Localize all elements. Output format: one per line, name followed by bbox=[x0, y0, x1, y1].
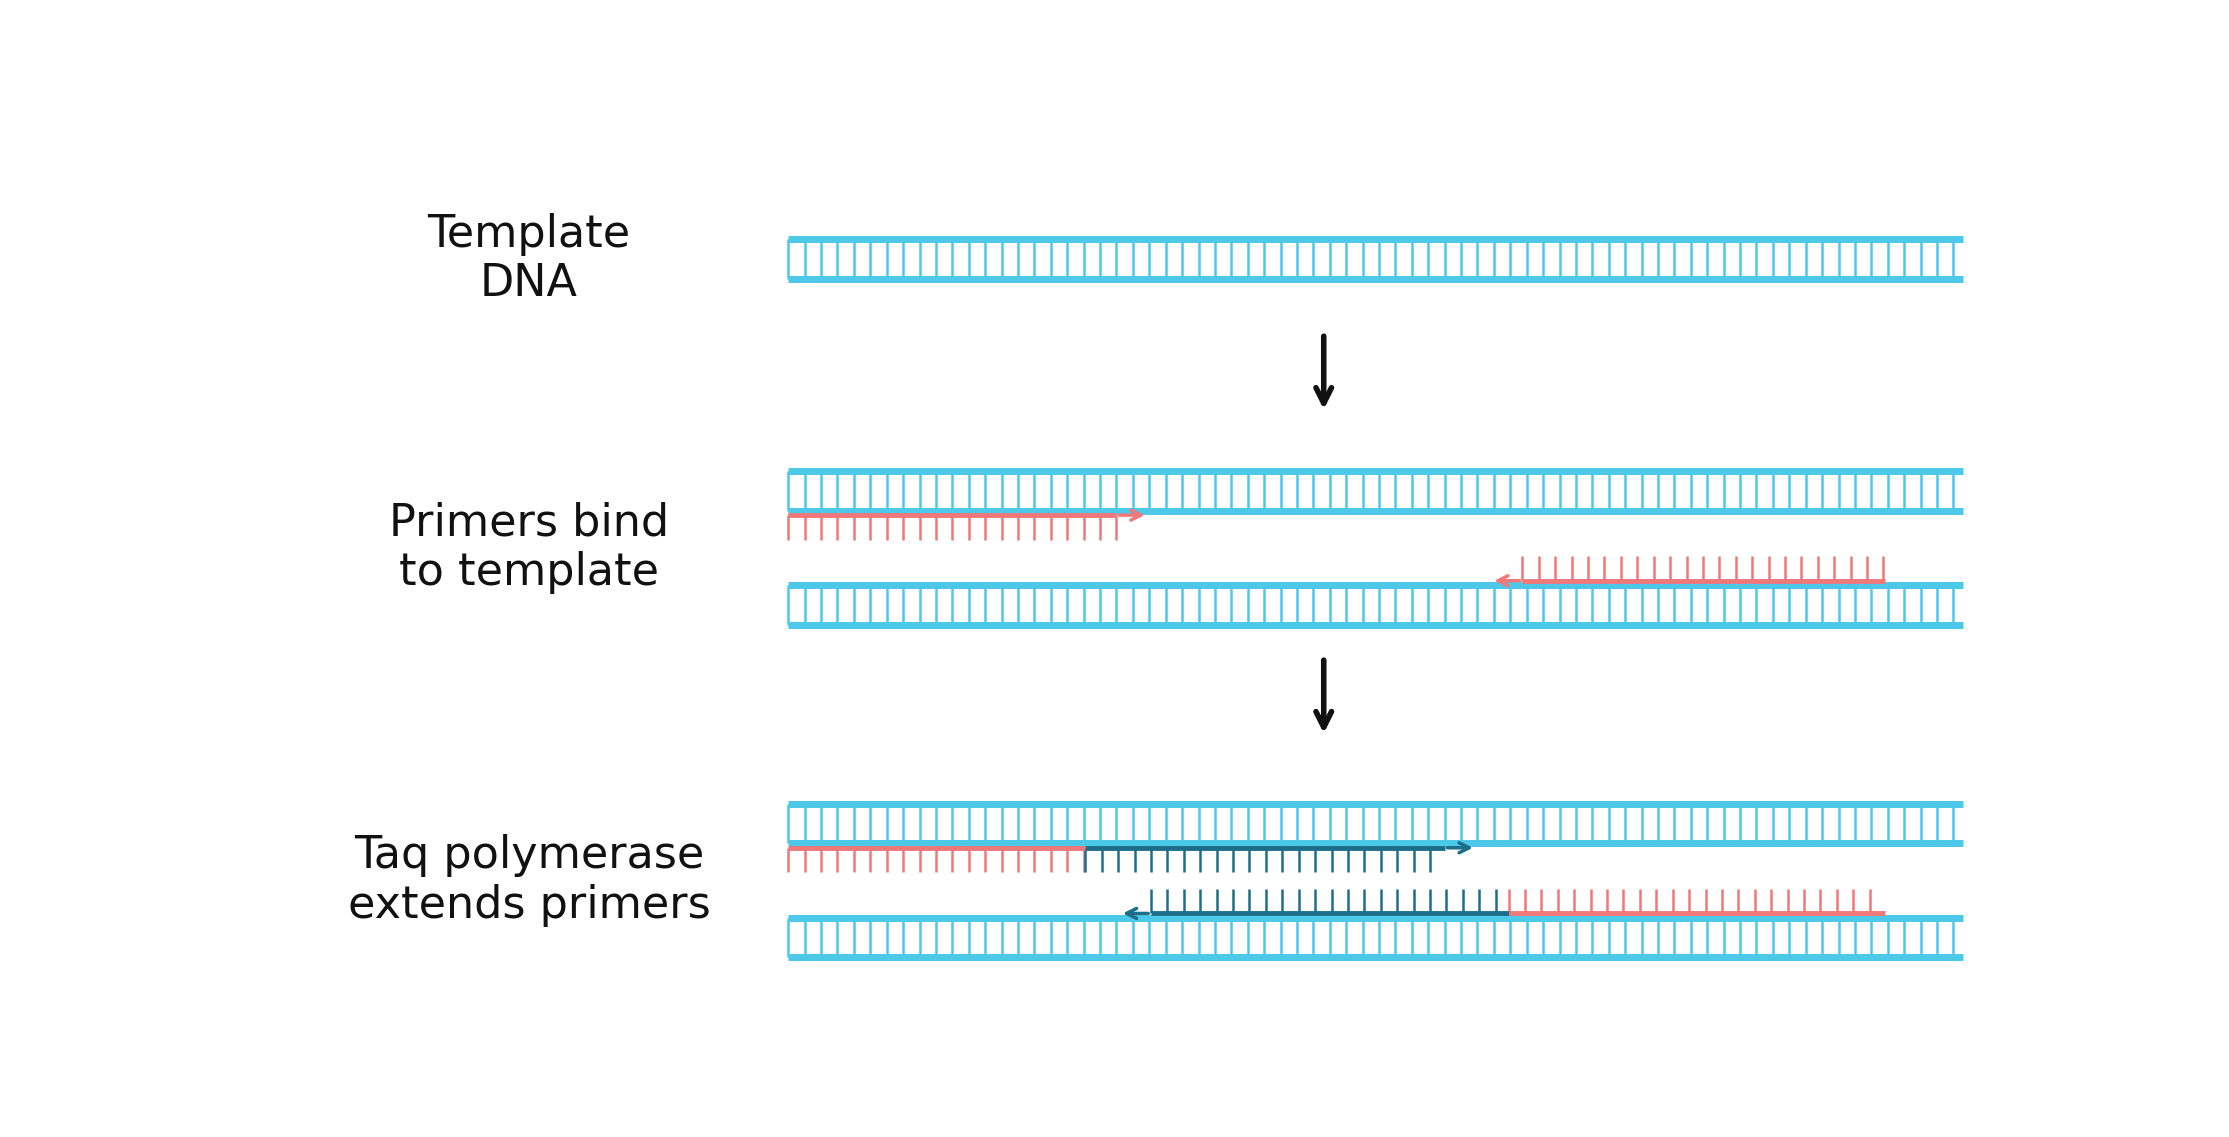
Text: Primers bind
to template: Primers bind to template bbox=[390, 501, 669, 595]
Text: Taq polymerase
extends primers: Taq polymerase extends primers bbox=[348, 835, 711, 927]
Text: Template
DNA: Template DNA bbox=[428, 213, 631, 306]
